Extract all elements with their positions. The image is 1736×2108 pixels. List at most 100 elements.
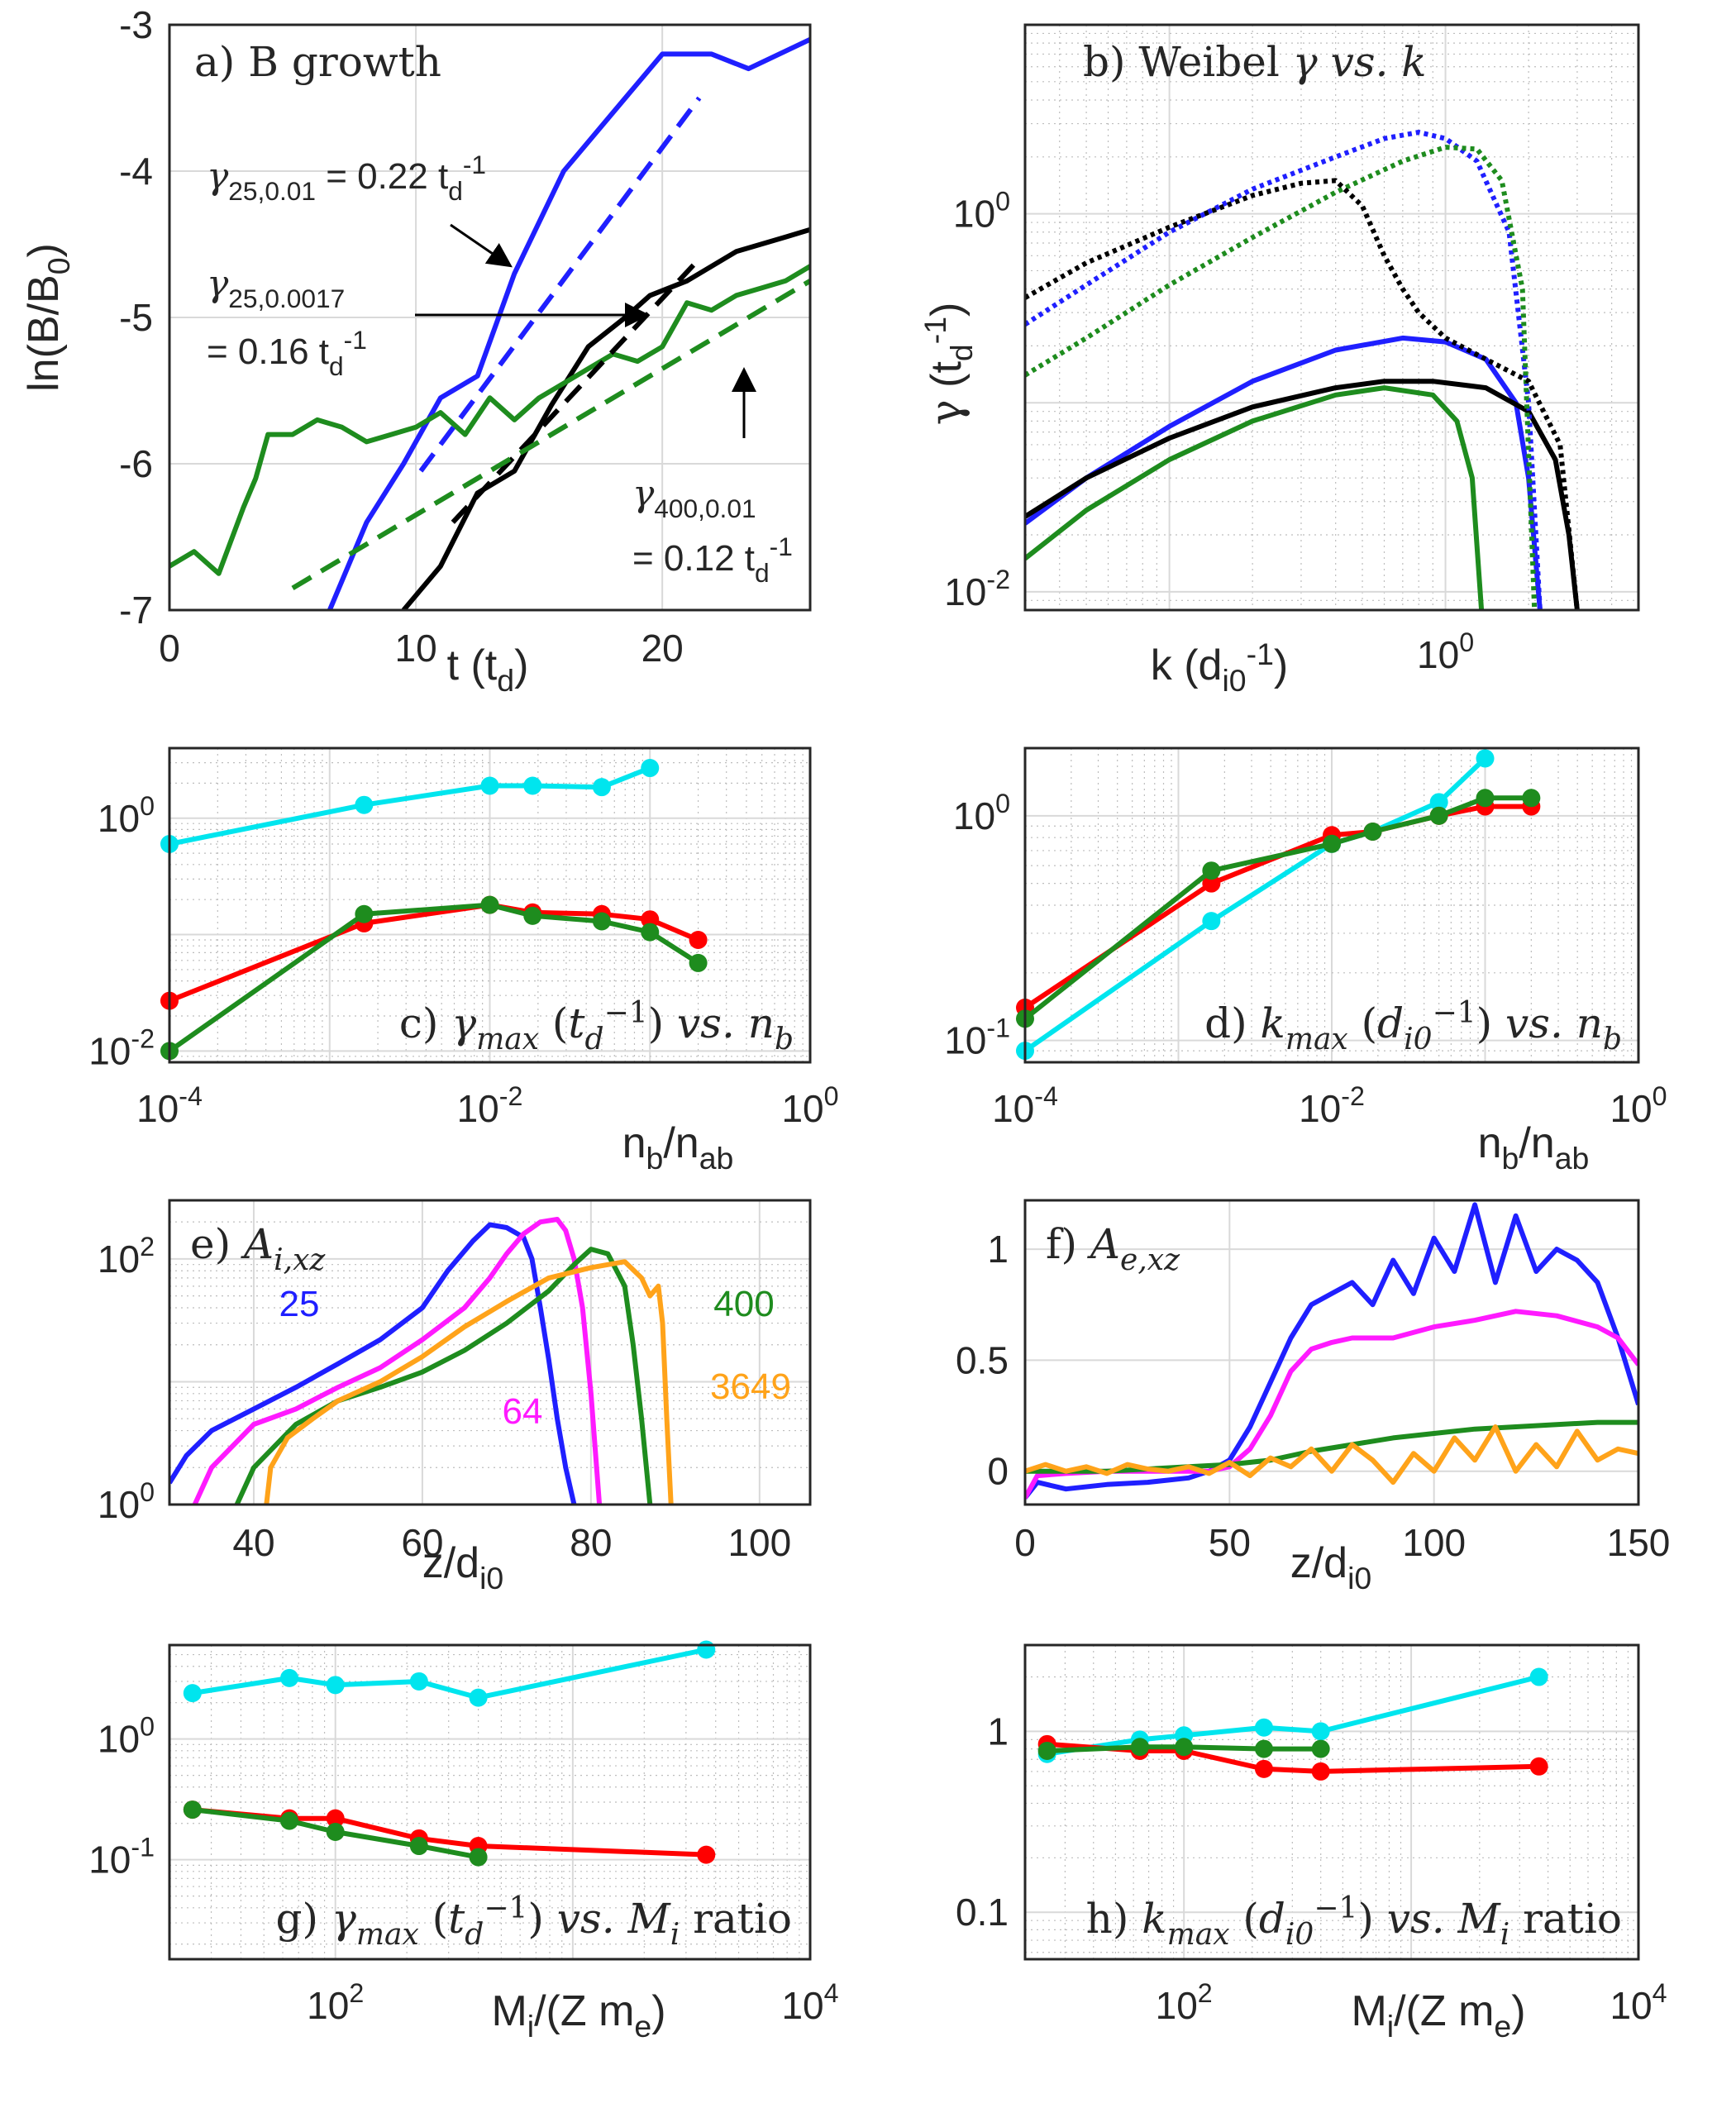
axes-frame (168, 746, 812, 1064)
data-point-cyan (1429, 793, 1448, 812)
x-tick-label: 10 (394, 627, 436, 670)
data-point-green (641, 923, 660, 942)
panel-b: 100 10-2 100 b) Weibel γ vs. k k (di0-1) γ (t… (918, 23, 1640, 698)
x-axis-label: nb/nab (1478, 1119, 1590, 1176)
data-point-green (280, 1811, 299, 1830)
y-tick-label: 10-2 (944, 565, 1010, 613)
series-line-black-dotted (1025, 178, 1580, 610)
y-tick-label: -3 (119, 3, 153, 46)
x-tick-label: 80 (570, 1521, 612, 1564)
y-tick-label: 10-1 (88, 1833, 155, 1881)
y-axis-label: γ (td-1) (918, 303, 979, 426)
y-tick-label: 0 (987, 1450, 1009, 1493)
data-point-cyan (523, 776, 542, 795)
x-tick-label: 40 (232, 1521, 274, 1564)
y-tick-label: -6 (119, 442, 153, 485)
panel-title: d) kmax (di0−1) vs. nb (1204, 996, 1622, 1056)
series-label-400: 400 (713, 1284, 774, 1324)
axes-frame (1023, 1643, 1640, 1961)
data-point-cyan (697, 1640, 716, 1659)
series-label-25: 25 (279, 1284, 320, 1324)
data-point-cyan (1311, 1722, 1330, 1741)
series-line-400 (234, 1247, 653, 1505)
series-line-green (169, 264, 810, 576)
data-point-green (689, 953, 708, 972)
x-tick-label: 50 (1209, 1521, 1251, 1564)
series-line-3649 (264, 1259, 674, 1505)
x-axis-label: t (td) (447, 641, 529, 698)
axes-frame (1023, 23, 1640, 612)
x-tick-label: 20 (641, 627, 684, 670)
data-point-red (1254, 1759, 1273, 1778)
data-point-green (326, 1823, 345, 1842)
panel-c: 10-4 10-2 100 10-2 100 c) γmax (td−1) vs. nb n… (88, 746, 839, 1176)
series-line-blue-dotted (1025, 130, 1543, 610)
annotation-gamma-400-001: γ400,0.01 (632, 473, 756, 523)
series-line-blue-fit (418, 96, 702, 473)
panel-f: 0 50 100 150 0 0.5 1 f) Ae,xz z/di0 (956, 1199, 1671, 1595)
data-point-green (1175, 1738, 1194, 1757)
data-point-green (1202, 861, 1221, 880)
series-line-green-dotted (1025, 145, 1538, 610)
x-tick-label: 100 (727, 1521, 791, 1564)
data-point-green (355, 904, 374, 923)
data-point-green (523, 906, 542, 925)
y-tick-label: 0.1 (956, 1891, 1009, 1934)
x-tick-label: 100 (1610, 1081, 1667, 1130)
data-point-green (1254, 1739, 1273, 1758)
x-axis-label: z/di0 (1290, 1539, 1372, 1595)
y-tick-label: 10-2 (88, 1023, 155, 1072)
x-tick-label: 10-4 (136, 1081, 203, 1130)
arrow-blue-fit (450, 223, 513, 268)
y-tick-label: 0.5 (956, 1338, 1009, 1381)
axes-frame (168, 1199, 812, 1506)
y-tick-label: 100 (98, 791, 155, 840)
series-line-green-solid (1025, 385, 1485, 610)
data-point-cyan (592, 778, 611, 797)
data-point-cyan (641, 759, 660, 778)
x-tick-label: 150 (1607, 1521, 1671, 1564)
data-point-red (641, 910, 660, 929)
y-tick-label: 1 (987, 1710, 1009, 1753)
panel-title: h) kmax (di0−1) vs. Mi ratio (1086, 1891, 1622, 1952)
x-tick-label: 60 (401, 1521, 443, 1564)
data-point-green (480, 895, 499, 914)
data-point-cyan (480, 776, 499, 795)
data-point-cyan (1202, 912, 1221, 931)
data-point-cyan (326, 1676, 345, 1695)
series-line-black-solid (1025, 379, 1580, 610)
data-point-green (1429, 806, 1448, 825)
panel-e: 40 60 80 100 100 102 e) Ai,xz 25 64 400 3649 z/di0 (98, 1199, 812, 1595)
y-tick-label: 100 (953, 789, 1010, 837)
x-tick-label: 100 (1402, 1521, 1466, 1564)
x-tick-label: 0 (159, 627, 180, 670)
annotation-gamma-25-001: γ25,0.01 = 0.22 td-1 (207, 150, 486, 206)
x-tick-label: 102 (1156, 1978, 1213, 2027)
y-tick-label: 10-1 (944, 1013, 1010, 1062)
panel-title: a) B growth (194, 38, 441, 86)
panel-title: b) Weibel γ vs. k (1083, 38, 1427, 86)
data-point-green (1476, 789, 1495, 808)
data-point-cyan (355, 795, 374, 814)
axes-frame (168, 1643, 812, 1961)
panel-title: g) γmax (td−1) vs. Mi ratio (276, 1891, 792, 1952)
x-tick-label: 10-4 (992, 1081, 1058, 1130)
axes-frame (1023, 1199, 1640, 1506)
series-line-64 (192, 1217, 603, 1505)
axes-frame (168, 23, 812, 612)
x-tick-label: 0 (1014, 1521, 1036, 1564)
panel-d: 10-4 10-2 100 10-1 100 d) kmax (di0−1) vs. nb… (944, 746, 1667, 1176)
panel-title: f) Ae,xz (1046, 1220, 1180, 1277)
x-axis-label: Mi/(Z me) (491, 1987, 665, 2044)
annotation-gamma-25-00017: γ25,0.0017 (207, 263, 345, 313)
data-point-cyan (1254, 1718, 1273, 1737)
panel-g: 102 104 10-1 100 g) γmax (td−1) vs. Mi ratio… (88, 1640, 839, 2044)
series-line-blue (1025, 1202, 1638, 1500)
data-point-green (409, 1837, 428, 1856)
data-point-red (1202, 874, 1221, 893)
data-point-green (1311, 1739, 1330, 1758)
y-tick-label: 100 (98, 1712, 155, 1761)
x-tick-label: 10-2 (1299, 1081, 1365, 1130)
y-tick-label: 1 (987, 1228, 1009, 1271)
